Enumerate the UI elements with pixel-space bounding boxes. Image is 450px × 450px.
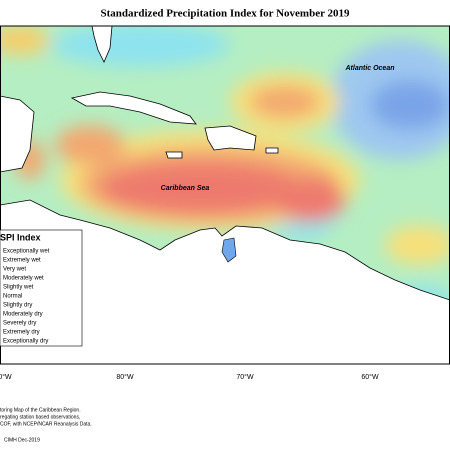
legend-item: Moderately wet — [3, 276, 44, 282]
legend-item: Extremely dry — [3, 330, 40, 336]
spi-map: Atlantic Ocean Caribbean Sea — [0, 26, 450, 364]
legend-item: Extremely wet — [3, 258, 41, 264]
legend-box — [0, 229, 83, 347]
legend-item: Severely dry — [3, 321, 36, 327]
longitude-label: 70°W — [236, 373, 254, 381]
puerto-rico — [265, 147, 279, 154]
legend-title: SPI Index — [0, 232, 41, 242]
legend-item: Normal — [3, 294, 22, 300]
legend-item: Exceptionally wet — [3, 249, 50, 255]
jamaica — [165, 151, 183, 159]
lake-maracaibo — [221, 237, 237, 263]
footnotes: toring Map of the Caribbean Region.regat… — [0, 407, 92, 427]
legend: SPI Index Exceptionally wet Extremely wet… — [0, 229, 83, 347]
legend-item: Slightly dry — [3, 303, 32, 309]
longitude-labels: 0°W 80°W 70°W 60°W — [0, 373, 379, 381]
longitude-label: 80°W — [116, 373, 134, 381]
legend-item: Exceptionally dry — [3, 339, 48, 345]
florida — [91, 26, 113, 63]
footnote: toring Map of the Caribbean Region. — [0, 407, 81, 413]
longitude-label: 0°W — [0, 373, 12, 381]
legend-item: Moderately dry — [3, 312, 43, 318]
sea-label: Caribbean Sea — [161, 185, 210, 192]
map-title: Standardized Precipitation Index for Nov… — [100, 8, 350, 20]
hispaniola — [204, 125, 257, 151]
south-america — [0, 199, 450, 364]
footnote: COF, with NCEP/NCAR Reanalysis Data. — [0, 421, 92, 427]
longitude-label: 60°W — [361, 373, 379, 381]
footnote: regating station based observations, — [0, 414, 80, 420]
credit: CIMH Dec-2019 — [4, 437, 40, 443]
legend-item: Slightly wet — [3, 285, 34, 291]
yucatan — [0, 95, 35, 173]
ocean-label: Atlantic Ocean — [344, 65, 394, 72]
cuba — [70, 91, 197, 125]
legend-item: Very wet — [3, 267, 26, 273]
